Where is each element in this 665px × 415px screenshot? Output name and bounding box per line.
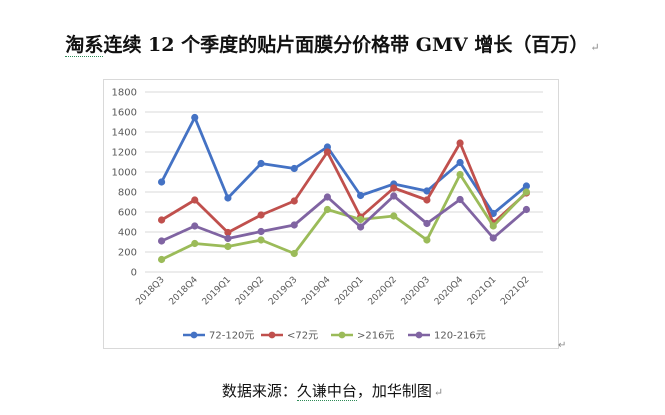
- point-s2-2019Q4: [323, 205, 332, 214]
- legend-label-2: >216元: [357, 331, 394, 342]
- series-line-2: [160, 173, 528, 261]
- point-s2-2018Q3: [157, 255, 166, 264]
- y-tick-label-0: 0: [131, 268, 137, 279]
- series-line-0: [160, 116, 528, 215]
- point-s3-2019Q3: [290, 221, 298, 229]
- point-s3-2020Q3: [423, 219, 431, 228]
- point-s0-2020Q1: [356, 191, 365, 200]
- y-tick-label-2: 400: [118, 228, 137, 239]
- page-title: 淘系连续 12 个季度的贴片面膜分价格带 GMV 增长（百万） ↵: [0, 30, 665, 57]
- legend-label-3: 120-216元: [434, 331, 486, 342]
- y-tick-label-4: 800: [118, 188, 137, 199]
- source-prefix: 数据来源：: [221, 382, 297, 400]
- source-name: 久谦中台: [296, 382, 357, 401]
- point-s1-2019Q2: [257, 211, 265, 219]
- point-s0-2019Q4: [323, 143, 332, 151]
- legend-marker-0: [190, 331, 198, 339]
- title-text: 连续 12 个季度的贴片面膜分价格带 GMV 增长（百万）: [103, 34, 589, 56]
- point-s3-2018Q4: [191, 222, 199, 230]
- point-s0-2018Q3: [157, 178, 166, 186]
- chart-end-mark: ↵: [558, 340, 567, 351]
- paragraph-mark: ↵: [590, 41, 600, 54]
- y-tick-label-9: 1800: [112, 88, 137, 99]
- point-s2-2018Q4: [191, 239, 199, 248]
- point-s1-2020Q4: [456, 139, 464, 147]
- point-s2-2020Q4: [456, 170, 464, 179]
- point-s1-2020Q3: [423, 196, 431, 204]
- y-tick-label-5: 1000: [112, 168, 137, 179]
- point-s1-2020Q2: [390, 184, 398, 192]
- y-tick-label-7: 1400: [112, 128, 137, 139]
- source-suffix: ，加华制图: [356, 382, 432, 400]
- point-s0-2021Q2: [522, 182, 531, 190]
- legend-marker-3: [415, 331, 423, 339]
- point-s2-2019Q3: [290, 249, 298, 258]
- legend-marker-1: [268, 331, 276, 339]
- legend-label-0: 72-120元: [209, 331, 254, 342]
- point-s1-2018Q4: [191, 196, 199, 204]
- point-s3-2020Q1: [356, 223, 365, 231]
- legend-marker-2: [338, 331, 346, 339]
- point-s0-2020Q3: [423, 187, 431, 195]
- point-s3-2021Q2: [522, 205, 531, 214]
- point-s0-2019Q2: [257, 159, 265, 168]
- point-s3-2019Q4: [323, 193, 332, 201]
- point-s1-2019Q1: [224, 228, 232, 237]
- point-s2-2021Q2: [522, 188, 531, 196]
- point-s3-2019Q2: [257, 227, 265, 236]
- point-s0-2020Q4: [456, 158, 464, 167]
- point-s2-2020Q2: [390, 212, 398, 220]
- point-s1-2019Q3: [290, 197, 298, 205]
- y-tick-label-8: 1600: [112, 108, 137, 119]
- point-s1-2018Q3: [157, 216, 166, 224]
- point-s2-2019Q1: [224, 242, 232, 251]
- point-s2-2020Q3: [423, 236, 431, 244]
- point-s3-2019Q1: [224, 234, 232, 243]
- series-line-1: [160, 141, 528, 234]
- point-s3-2020Q2: [390, 192, 398, 200]
- point-s3-2021Q1: [489, 234, 497, 242]
- title-prefix: 淘系: [65, 34, 104, 57]
- y-tick-label-6: 1200: [112, 148, 137, 159]
- point-s3-2018Q3: [157, 237, 166, 245]
- series-line-3: [161, 194, 528, 243]
- point-s3-2020Q4: [456, 195, 464, 204]
- point-s1-2019Q4: [323, 148, 332, 156]
- point-s0-2018Q4: [191, 113, 199, 122]
- y-tick-label-1: 200: [118, 248, 137, 259]
- point-s2-2020Q1: [356, 215, 365, 224]
- legend-label-1: <72元: [287, 331, 318, 342]
- y-tick-label-3: 600: [118, 208, 137, 219]
- source-caption: 数据来源：久谦中台，加华制图 ↵: [0, 380, 665, 401]
- chart-frame: [103, 79, 559, 349]
- point-s2-2021Q1: [489, 222, 497, 230]
- point-s0-2019Q3: [290, 164, 298, 173]
- point-s2-2019Q2: [257, 236, 265, 244]
- point-s0-2019Q1: [224, 194, 232, 202]
- paragraph-mark: ↵: [433, 386, 444, 399]
